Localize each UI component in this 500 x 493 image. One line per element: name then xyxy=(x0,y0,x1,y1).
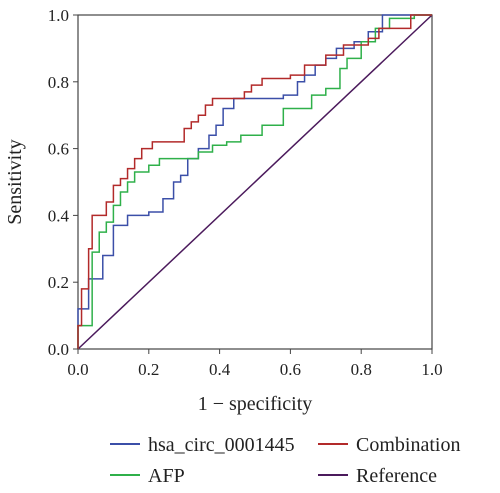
x-tick-label: 0.4 xyxy=(209,360,231,379)
x-axis-title: 1 − specificity xyxy=(198,393,313,415)
x-tick-label: 0.0 xyxy=(67,360,88,379)
y-tick-label: 0.6 xyxy=(48,140,69,159)
series-line-hsa-circ-0001445 xyxy=(77,14,432,349)
y-tick-label: 0.8 xyxy=(48,73,69,92)
x-tick-label: 0.2 xyxy=(138,360,159,379)
y-tick-label: 0.4 xyxy=(48,206,70,225)
y-tick-label: 0.2 xyxy=(48,273,69,292)
tick-layer: 0.0 0.2 0.4 0.6 0.8 1.0 0.0 0.2 0.4 0.6 0.8 1.0 xyxy=(48,6,443,379)
x-tick-label: 0.8 xyxy=(351,360,372,379)
series-line-afp xyxy=(77,14,432,349)
plot-frame xyxy=(77,14,433,350)
legend-item: AFP xyxy=(110,465,185,487)
x-tick-label: 0.6 xyxy=(280,360,301,379)
series-line-combination xyxy=(77,14,432,349)
legend-label: AFP xyxy=(148,465,185,487)
y-axis-title: Sensitivity xyxy=(4,139,26,225)
legend-label: Combination xyxy=(356,434,460,456)
legend: hsa_circ_0001445 Combination AFP Reference xyxy=(110,434,460,487)
legend-item: hsa_circ_0001445 xyxy=(110,434,295,456)
legend-item: Combination xyxy=(318,434,460,456)
x-tick-label: 1.0 xyxy=(421,360,442,379)
series-line-reference xyxy=(77,14,433,350)
legend-label: Reference xyxy=(356,465,437,487)
legend-item: Reference xyxy=(318,465,437,487)
y-tick-label: 0.0 xyxy=(48,340,69,359)
series-layer xyxy=(77,14,433,350)
legend-label: hsa_circ_0001445 xyxy=(148,434,295,456)
y-tick-label: 1.0 xyxy=(48,6,69,25)
